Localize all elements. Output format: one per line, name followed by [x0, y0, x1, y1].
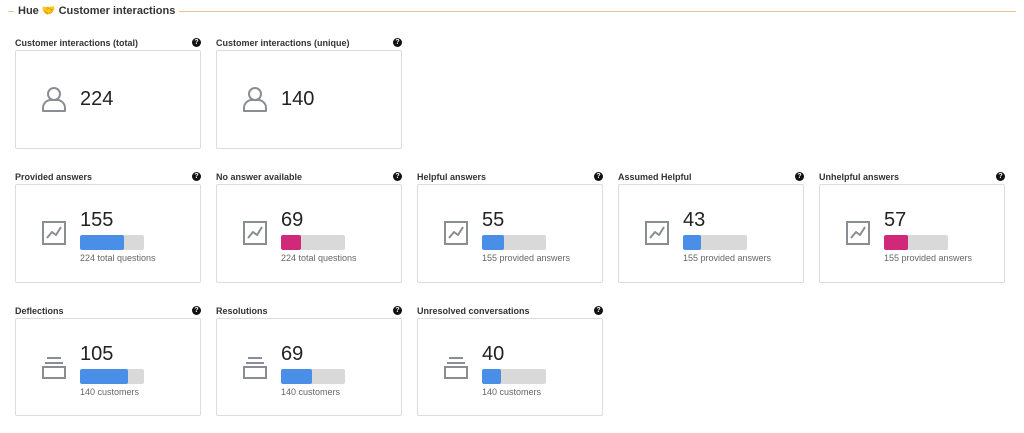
metric-value: 155 — [80, 209, 114, 231]
metric-subtext: 155 provided answers — [683, 253, 772, 263]
metric-subtext: 140 customers — [80, 387, 140, 397]
progress-fill — [482, 235, 505, 250]
metric-card: 40 140 customers — [417, 318, 603, 416]
metric-subtext: 140 customers — [281, 387, 341, 397]
info-icon[interactable]: ? — [192, 306, 201, 315]
metric-value: 224 — [80, 88, 114, 110]
stack-icon — [442, 353, 470, 381]
progress-bar — [482, 235, 546, 250]
metric-label: Unresolved conversations — [417, 306, 530, 316]
info-icon[interactable]: ? — [594, 306, 603, 315]
trend-chart-icon — [241, 219, 269, 247]
progress-bar — [80, 235, 144, 250]
metric-value: 40 — [482, 343, 505, 365]
metric-value: 69 — [281, 209, 304, 231]
metric-subtext: 224 total questions — [80, 253, 156, 263]
metric-subtext: 155 provided answers — [884, 253, 973, 263]
metric-value: 57 — [884, 209, 907, 231]
progress-bar — [884, 235, 948, 250]
progress-fill — [482, 369, 501, 384]
metric-value: 55 — [482, 209, 505, 231]
info-icon[interactable]: ? — [393, 38, 402, 47]
stack-icon — [40, 353, 68, 381]
progress-bar — [683, 235, 747, 250]
metric-label: Deflections — [15, 306, 64, 316]
metric-label: Provided answers — [15, 172, 93, 182]
progress-fill — [683, 235, 701, 250]
metric-card: 55 155 provided answers — [417, 184, 603, 283]
metric-card: 155 224 total questions — [15, 184, 201, 283]
section-title: Hue 🤝 Customer interactions — [14, 4, 180, 18]
progress-fill — [884, 235, 908, 250]
metric-card: 224 — [15, 50, 201, 149]
metric-value: 43 — [683, 209, 706, 231]
info-icon[interactable]: ? — [795, 172, 804, 181]
trend-chart-icon — [643, 219, 671, 247]
progress-fill — [80, 235, 125, 250]
section-divider — [8, 11, 1016, 12]
progress-fill — [281, 235, 301, 250]
progress-bar — [281, 369, 345, 384]
trend-chart-icon — [844, 219, 872, 247]
metric-label: Resolutions — [216, 306, 268, 316]
metric-card: 57 155 provided answers — [819, 184, 1005, 283]
stack-icon — [241, 353, 269, 381]
metric-subtext: 155 provided answers — [482, 253, 571, 263]
info-icon[interactable]: ? — [996, 172, 1005, 181]
trend-chart-icon — [442, 219, 470, 247]
person-icon — [40, 85, 68, 113]
progress-bar — [80, 369, 144, 384]
metric-label: Assumed Helpful — [618, 172, 692, 182]
metric-subtext: 224 total questions — [281, 253, 357, 263]
metric-card: 69 140 customers — [216, 318, 402, 416]
metric-label: Customer interactions (unique) — [216, 38, 350, 48]
progress-fill — [80, 369, 128, 384]
metric-label: Customer interactions (total) — [15, 38, 139, 48]
metric-value: 140 — [281, 88, 315, 110]
metric-subtext: 140 customers — [482, 387, 542, 397]
person-icon — [241, 85, 269, 113]
progress-bar — [482, 369, 546, 384]
info-icon[interactable]: ? — [393, 172, 402, 181]
metric-card: 69 224 total questions — [216, 184, 402, 283]
progress-fill — [281, 369, 313, 384]
metric-value: 69 — [281, 343, 304, 365]
progress-bar — [281, 235, 345, 250]
metric-label: Helpful answers — [417, 172, 487, 182]
info-icon[interactable]: ? — [192, 172, 201, 181]
metric-card: 105 140 customers — [15, 318, 201, 416]
metric-value: 105 — [80, 343, 114, 365]
metric-label: No answer available — [216, 172, 303, 182]
info-icon[interactable]: ? — [594, 172, 603, 181]
metric-card: 43 155 provided answers — [618, 184, 804, 283]
metric-label: Unhelpful answers — [819, 172, 900, 182]
info-icon[interactable]: ? — [192, 38, 201, 47]
info-icon[interactable]: ? — [393, 306, 402, 315]
trend-chart-icon — [40, 219, 68, 247]
metric-card: 140 — [216, 50, 402, 149]
